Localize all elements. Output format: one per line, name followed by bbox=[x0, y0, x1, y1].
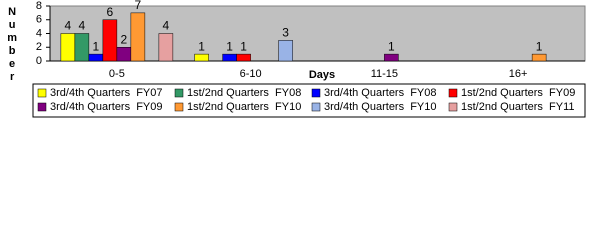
legend-swatch bbox=[448, 88, 458, 98]
y-tick-label: 8 bbox=[36, 0, 42, 12]
bar bbox=[384, 53, 399, 62]
value-label: 1 bbox=[388, 39, 395, 53]
bar bbox=[130, 12, 146, 62]
x-tick-label: 11-15 bbox=[371, 68, 398, 80]
bar bbox=[194, 53, 209, 62]
bar bbox=[531, 53, 547, 62]
legend-label: 3rd/4th Quarters FY07 bbox=[50, 87, 163, 99]
bar bbox=[222, 53, 237, 62]
y-tick-label: 0 bbox=[36, 55, 42, 67]
bar bbox=[236, 53, 251, 62]
legend-label: 1st/2nd Quarters FY11 bbox=[461, 101, 575, 113]
y-tick-label: 4 bbox=[36, 27, 42, 39]
value-label: 1 bbox=[93, 39, 100, 53]
legend-swatch bbox=[311, 88, 321, 98]
bar bbox=[116, 47, 132, 62]
legend-swatch bbox=[37, 88, 47, 98]
value-label: 1 bbox=[198, 39, 205, 53]
legend-swatch bbox=[37, 102, 47, 112]
bar bbox=[278, 40, 293, 62]
legend-label: 3rd/4th Quarters FY10 bbox=[324, 101, 437, 113]
legend-label: 3rd/4th Quarters FY08 bbox=[324, 87, 437, 99]
legend-label: 3rd/4th Quarters FY09 bbox=[50, 101, 163, 113]
bar bbox=[102, 19, 118, 62]
value-label: 2 bbox=[121, 32, 128, 46]
value-label: 1 bbox=[240, 39, 247, 53]
y-tick-label: 2 bbox=[36, 41, 42, 53]
legend-swatch bbox=[174, 102, 184, 112]
value-label: 4 bbox=[163, 19, 170, 33]
legend-swatch bbox=[311, 102, 321, 112]
bar bbox=[158, 33, 174, 62]
y-axis-label: Number bbox=[6, 6, 18, 84]
legend-label: 1st/2nd Quarters FY09 bbox=[461, 87, 575, 99]
legend-label: 1st/2nd Quarters FY08 bbox=[187, 87, 301, 99]
legend-swatch bbox=[174, 88, 184, 98]
legend-swatch bbox=[448, 102, 458, 112]
x-tick-label: 16+ bbox=[509, 68, 528, 80]
value-label: 3 bbox=[282, 26, 289, 40]
x-tick-label: 0-5 bbox=[109, 68, 125, 80]
bar bbox=[74, 33, 90, 62]
y-tick-label: 6 bbox=[36, 14, 42, 26]
x-tick-label: 6-10 bbox=[240, 68, 262, 80]
value-label: 7 bbox=[135, 0, 142, 12]
bar bbox=[60, 33, 76, 62]
value-label: 4 bbox=[65, 19, 72, 33]
value-label: 4 bbox=[79, 19, 86, 33]
value-label: 6 bbox=[107, 5, 114, 19]
legend-label: 1st/2nd Quarters FY10 bbox=[187, 101, 301, 113]
x-axis-label: Days bbox=[309, 69, 335, 81]
value-label: 1 bbox=[226, 39, 233, 53]
value-label: 1 bbox=[536, 39, 543, 53]
bar bbox=[88, 53, 104, 62]
legend-box bbox=[32, 83, 586, 118]
